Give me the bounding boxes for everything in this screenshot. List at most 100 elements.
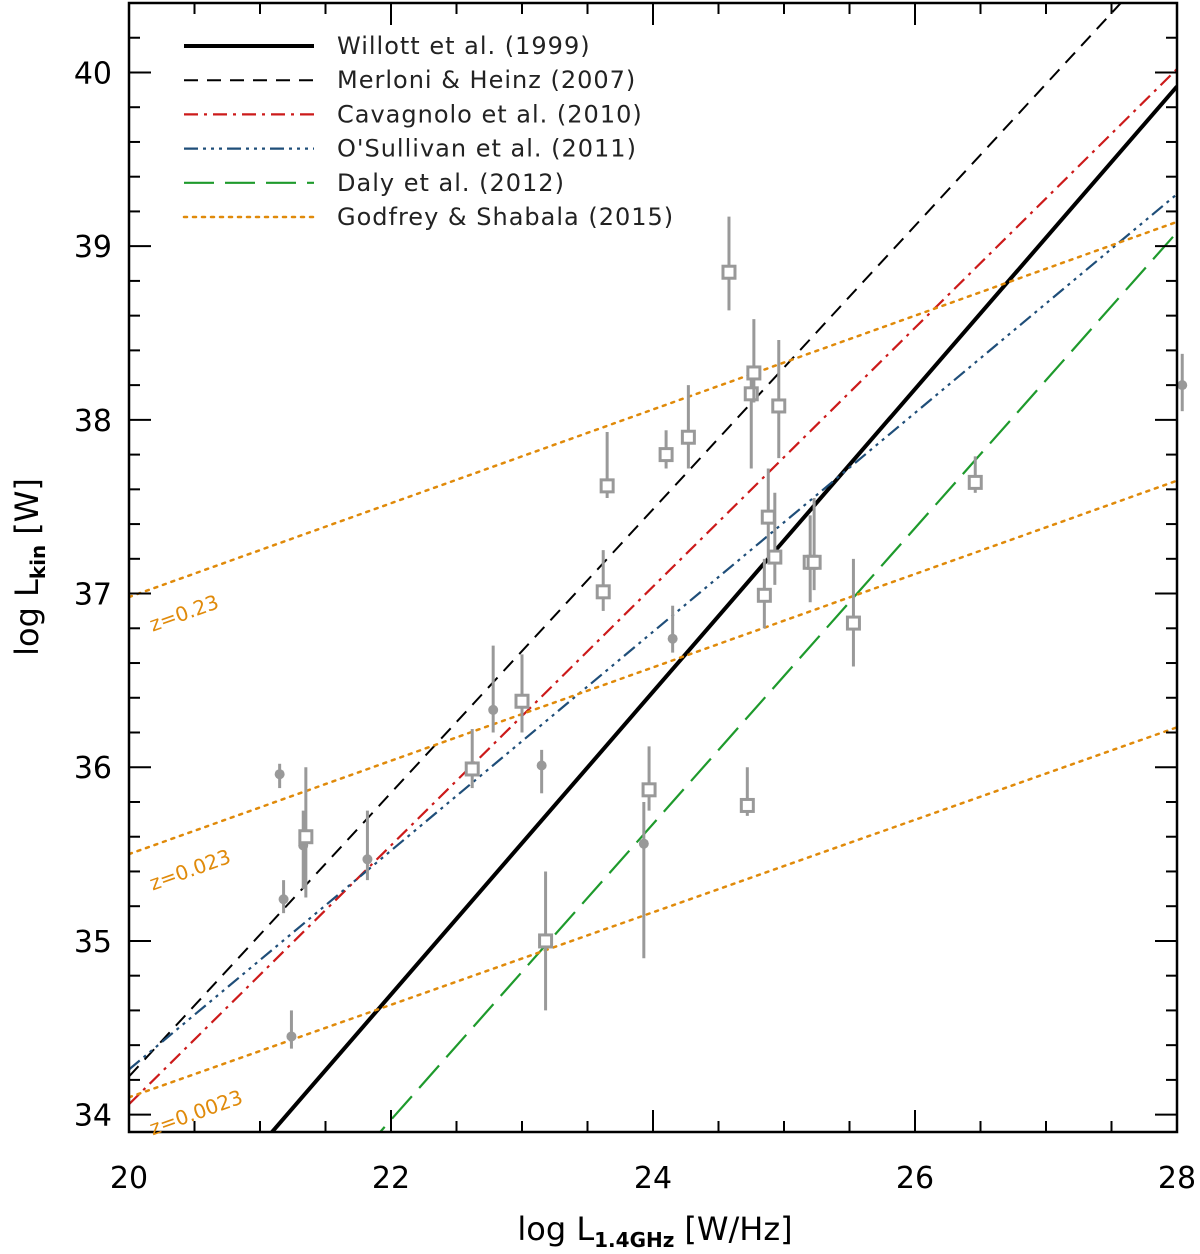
y-tick-label: 34 [74, 1099, 112, 1134]
x-axis-label-sub: 1.4GHz [594, 1228, 674, 1252]
data-point-15 [658, 430, 674, 469]
series-line-2 [129, 68, 1177, 1105]
square-marker [760, 509, 776, 525]
data-point-7 [488, 645, 499, 733]
legend-label: Merloni & Heinz (2007) [337, 66, 636, 94]
circle-marker [536, 760, 547, 771]
square-marker [756, 587, 772, 603]
y-axis-label-base: log L [8, 579, 46, 656]
square-marker [298, 829, 314, 845]
circle-marker [488, 704, 499, 715]
z-annotation-1: z=0.023 [146, 844, 234, 895]
data-point-28 [845, 558, 861, 667]
y-axis-label: log Lkin [W] [8, 478, 50, 656]
data-point-20 [743, 367, 759, 469]
data-point-11 [595, 550, 611, 611]
legend-label: Daly et al. (2012) [337, 169, 565, 197]
y-axis-label-unit: [W] [8, 478, 46, 535]
data-point-21 [746, 319, 762, 403]
circle-marker [667, 633, 678, 644]
data-point-19 [739, 767, 755, 816]
extra-line-1 [129, 726, 1177, 1099]
square-marker [746, 365, 762, 381]
x-tick-label: 24 [634, 1161, 672, 1196]
legend-label: Willott et al. (1999) [337, 32, 591, 60]
series-line-1 [129, 3, 1123, 1078]
data-point-22 [756, 558, 772, 629]
data-point-18 [721, 216, 737, 311]
data-point-9 [536, 749, 547, 794]
square-marker [967, 474, 983, 490]
square-marker [680, 429, 696, 445]
square-marker [514, 693, 530, 709]
data-point-16 [667, 605, 678, 653]
x-tick-label: 26 [896, 1161, 934, 1196]
data-point-1 [278, 880, 289, 914]
y-tick-label: 37 [74, 578, 112, 613]
data-point-10 [538, 871, 554, 1011]
legend-entry-2: Cavagnolo et al. (2010) [184, 100, 643, 128]
legend-label: O'Sullivan et al. (2011) [337, 135, 637, 163]
data-point-30 [1177, 353, 1188, 412]
data-point-12 [599, 432, 615, 499]
series-line-5 [129, 220, 1177, 599]
square-marker [806, 554, 822, 570]
circle-marker [274, 769, 285, 780]
z-annotation-0: z=0.23 [146, 590, 222, 637]
square-marker [845, 615, 861, 631]
series-line-0 [269, 85, 1177, 1132]
circle-marker [1177, 380, 1188, 391]
data-point-17 [680, 385, 696, 469]
data-point-5 [362, 810, 373, 881]
y-tick-label: 36 [74, 751, 112, 786]
y-tick-label: 38 [74, 404, 112, 439]
y-tick-label: 39 [74, 230, 112, 265]
extra-line-0 [129, 479, 1177, 856]
data-point-14 [641, 746, 657, 811]
series-line-4 [378, 231, 1177, 1132]
square-marker [658, 447, 674, 463]
y-tick-label: 40 [74, 56, 112, 91]
legend-entry-0: Willott et al. (1999) [184, 32, 591, 60]
square-marker [599, 478, 615, 494]
circle-marker [638, 838, 649, 849]
series-line-3 [129, 193, 1177, 1071]
square-marker [739, 797, 755, 813]
data-point-27 [806, 498, 822, 591]
legend-entry-4: Daly et al. (2012) [184, 169, 565, 197]
x-tick-label: 22 [372, 1161, 410, 1196]
data-point-8 [514, 654, 530, 733]
data-point-6 [464, 729, 480, 789]
square-marker [771, 398, 787, 414]
x-axis-label-base: log L [517, 1210, 594, 1248]
data-point-25 [771, 339, 787, 459]
data-point-24 [767, 492, 783, 585]
circle-marker [278, 894, 289, 905]
data-point-29 [967, 456, 983, 493]
square-marker [595, 584, 611, 600]
x-tick-label: 20 [110, 1161, 148, 1196]
legend-label: Cavagnolo et al. (2010) [337, 100, 643, 128]
legend-entry-5: Godfrey & Shabala (2015) [182, 203, 673, 231]
data-point-2 [286, 1010, 297, 1049]
data-point-0 [274, 763, 285, 789]
y-axis-label-sub: kin [26, 545, 50, 579]
x-axis-label: log L1.4GHz [W/Hz] [517, 1210, 792, 1252]
circle-marker [286, 1031, 297, 1042]
square-marker [743, 386, 759, 402]
data-point-4 [298, 767, 314, 898]
data-point-13 [638, 801, 649, 959]
data-point-23 [760, 468, 776, 559]
square-marker [767, 549, 783, 565]
square-marker [538, 933, 554, 949]
legend-entry-3: O'Sullivan et al. (2011) [184, 135, 637, 163]
circle-marker [362, 854, 373, 865]
square-marker [721, 264, 737, 280]
square-marker [641, 782, 657, 798]
y-tick-label: 35 [74, 925, 112, 960]
x-tick-label: 28 [1158, 1161, 1196, 1196]
square-marker [464, 761, 480, 777]
plot-frame [127, 1, 1179, 1134]
legend-entry-1: Merloni & Heinz (2007) [184, 66, 636, 94]
